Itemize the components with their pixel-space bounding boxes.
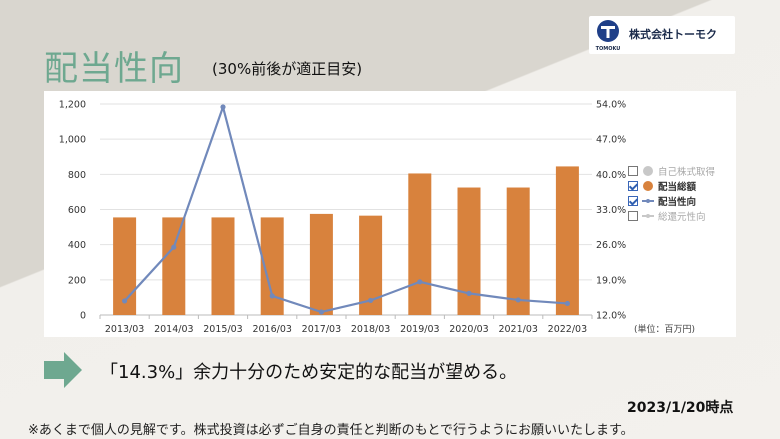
legend-label: 総還元性向: [658, 211, 706, 223]
bar-2013-03: [113, 217, 137, 315]
y-right-tick-label: 40.0%: [596, 170, 626, 181]
x-tick-label: 2016/03: [252, 324, 291, 335]
legend-label: 配当総額: [658, 181, 697, 193]
disclaimer: ※あくまで個人の見解です。株式投資は必ずご自身の責任と判断のもとで行うようにお願…: [28, 423, 634, 438]
bar-2019-03: [408, 173, 432, 315]
company-name: 株式会社トーモク: [629, 28, 717, 41]
legend-item-total-dividend[interactable]: 配当総額: [628, 178, 715, 193]
payout-ratio-chart: 0 12.0% 200 19.0% 400 26.0% 600 33.0% 800 40.0% 1,…: [59, 100, 626, 336]
arrow-right-icon: [44, 352, 82, 388]
bar-2018-03: [359, 215, 383, 315]
legend-checkbox-total-dividend[interactable]: [628, 180, 638, 191]
payout-ratio-point-2021-03: [515, 297, 521, 303]
logo-caption: TOMOKU: [596, 46, 621, 52]
payout-ratio-point-2013-03: [122, 298, 128, 304]
orange-dot-icon: [642, 180, 654, 191]
x-tick-label: 2013/03: [105, 324, 144, 335]
bar-2020-03: [457, 187, 481, 315]
x-tick-label: 2017/03: [302, 324, 341, 335]
x-tick-label: 2015/03: [203, 324, 242, 335]
legend-label: 自己株式取得: [658, 166, 716, 178]
payout-ratio-point-2018-03: [368, 297, 374, 304]
grey-dot-icon: [642, 165, 654, 176]
x-tick-label: 2018/03: [351, 324, 390, 335]
y-left-tick-label: 400: [68, 240, 86, 251]
blue-line-icon: [642, 196, 654, 206]
y-right-tick-label: 33.0%: [596, 205, 626, 216]
legend-checkbox-total-return-ratio[interactable]: [628, 210, 638, 221]
legend-item-total-return-ratio[interactable]: 総還元性向: [628, 208, 715, 223]
tomoku-logo-icon: TOMOKU: [596, 20, 621, 52]
x-tick-label: 2019/03: [400, 324, 439, 335]
payout-ratio-point-2016-03: [269, 293, 275, 299]
legend-item-treasury-stock[interactable]: 自己株式取得: [628, 163, 715, 178]
bar-2017-03: [309, 213, 333, 315]
y-left-tick-label: 800: [68, 170, 86, 181]
payout-ratio-point-2017-03: [318, 309, 324, 315]
page-title: 配当性向: [44, 49, 184, 89]
chart-panel: 0 12.0% 200 19.0% 400 26.0% 600 33.0% 800 40.0% 1,…: [44, 91, 736, 337]
payout-ratio-point-2022-03: [564, 300, 571, 307]
y-right-tick-label: 12.0%: [596, 311, 626, 322]
legend-item-payout-ratio[interactable]: 配当性向: [628, 193, 715, 208]
legend-checkbox-treasury-stock[interactable]: [628, 165, 638, 176]
legend-label: 配当性向: [658, 196, 697, 208]
summary-message: 「14.3%」余力十分のため安定的な配当が望める。: [100, 362, 518, 383]
as-of-date: 2023/1/20時点: [627, 400, 734, 416]
y-right-tick-label: 26.0%: [596, 240, 626, 251]
y-right-tick-label: 54.0%: [596, 100, 626, 111]
bar-2022-03: [555, 166, 579, 315]
x-tick-label: 2022/03: [548, 324, 587, 335]
y-left-tick-label: 1,000: [59, 135, 86, 146]
unit-note: (単位：百万円): [634, 325, 696, 335]
bar-2014-03: [162, 217, 186, 315]
bar-2021-03: [506, 187, 530, 315]
payout-ratio-line: [123, 105, 568, 314]
page-subtitle: (30%前後が適正目安): [212, 60, 363, 78]
y-left-tick-label: 600: [68, 205, 86, 216]
x-tick-label: 2020/03: [449, 324, 488, 335]
x-tick-label: 2014/03: [154, 324, 193, 335]
x-tick-label: 2021/03: [498, 324, 537, 335]
payout-ratio-point-2020-03: [466, 290, 472, 296]
y-left-tick-label: 1,200: [59, 100, 86, 111]
bar-2015-03: [211, 217, 235, 315]
chart-legend: 自己株式取得 配当総額 配当性向 総還元性向: [628, 163, 715, 223]
bar-2016-03: [260, 217, 284, 315]
legend-checkbox-payout-ratio[interactable]: [628, 195, 638, 206]
y-left-tick-label: 0: [80, 311, 86, 322]
payout-ratio-point-2015-03: [220, 104, 226, 110]
grey-line-icon: [642, 211, 654, 221]
company-logo: TOMOKU 株式会社トーモク: [589, 16, 735, 54]
y-right-tick-label: 47.0%: [596, 135, 626, 146]
payout-ratio-point-2019-03: [417, 279, 423, 285]
y-left-tick-label: 200: [68, 275, 86, 286]
payout-ratio-point-2014-03: [171, 244, 177, 250]
y-right-tick-label: 19.0%: [596, 275, 626, 286]
